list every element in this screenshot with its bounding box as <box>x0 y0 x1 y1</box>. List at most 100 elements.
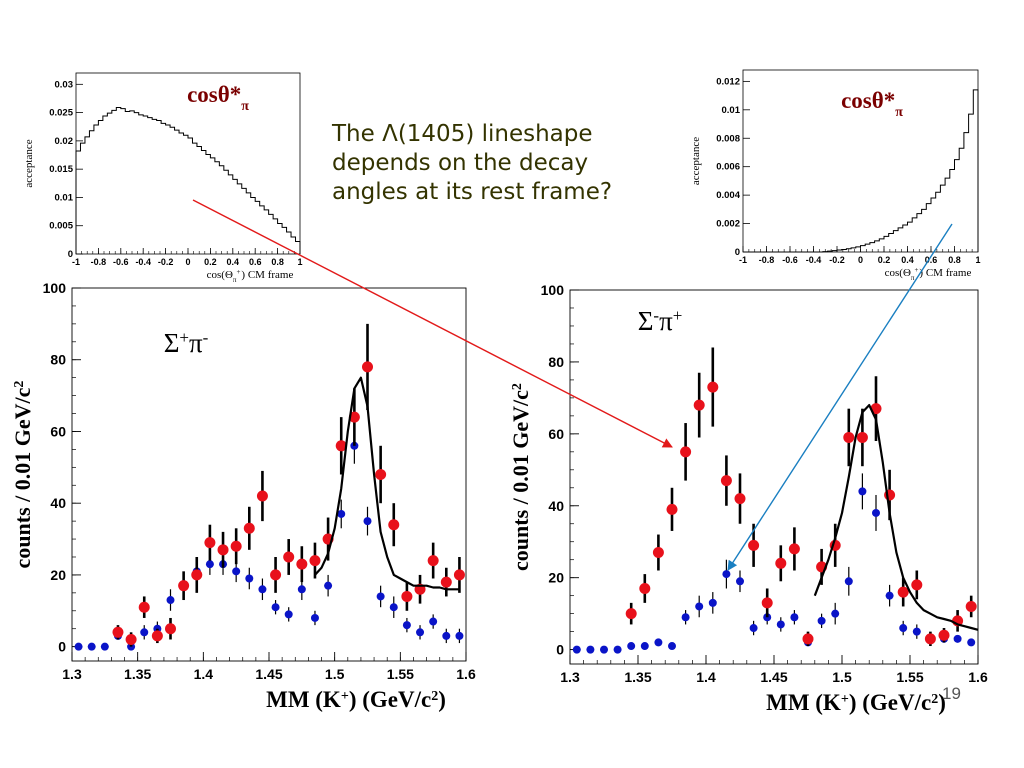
y-tick-label: 0 <box>68 249 73 260</box>
blue-data-point <box>708 598 717 607</box>
red-data-point <box>296 558 308 570</box>
red-data-point <box>256 490 268 502</box>
y-tick-label: 0.004 <box>716 190 740 201</box>
mass-chart-sigma-minus: 1.3 1.35 1.4 1.45 1.5 1.55 1.6 0 20 40 60 80 100 coun… <box>508 282 988 715</box>
y-tick-label: 80 <box>548 354 564 370</box>
red-data-point <box>165 623 176 635</box>
red-data-point <box>748 539 760 551</box>
x-tick-label: -0.8 <box>91 257 107 267</box>
x-tick-label: 1.4 <box>696 669 716 685</box>
y-axis-label: counts / 0.01 GeV/c2 <box>10 381 35 569</box>
red-data-point <box>440 576 452 588</box>
x-tick-label: 0.4 <box>901 255 914 265</box>
blue-data-point <box>586 645 595 654</box>
y-axis-label: acceptance <box>23 139 35 187</box>
blue-data-point <box>953 634 962 643</box>
blue-data-point <box>205 560 214 569</box>
red-data-point <box>843 431 855 443</box>
y-tick-label: 0.006 <box>716 162 740 173</box>
label-part: ) CM frame <box>919 267 971 279</box>
label-part: π <box>189 328 203 358</box>
y-tick-label: 0 <box>556 642 564 658</box>
y-tick-label: 0.002 <box>716 219 740 230</box>
blue-data-point <box>817 616 826 625</box>
blue-data-point <box>245 574 254 583</box>
red-data-point <box>680 446 692 458</box>
blue-data-point <box>790 613 799 622</box>
x-axis-label: MM (K+) (GeV/c2) <box>766 690 946 715</box>
x-tick-label: -1 <box>739 255 747 265</box>
x-axis-label: cos(Θπ+) CM frame <box>885 266 972 282</box>
chart-title: Σ+π- <box>164 328 209 359</box>
red-data-point <box>243 522 255 534</box>
red-data-point <box>734 493 746 505</box>
red-data-point <box>897 586 909 598</box>
y-tick-label: 80 <box>50 352 66 368</box>
blue-data-point <box>324 581 333 590</box>
blue-data-point <box>166 596 175 605</box>
red-data-point <box>217 544 229 556</box>
red-data-point <box>911 579 923 591</box>
red-data-point <box>151 630 163 642</box>
red-data-point <box>775 557 787 569</box>
blue-data-point <box>258 585 267 594</box>
red-data-point <box>707 381 719 393</box>
red-data-point <box>309 555 321 567</box>
blue-data-point <box>844 577 853 586</box>
blue-data-point <box>654 638 663 647</box>
label-part: cosθ* <box>841 88 895 113</box>
x-tick-label: -0.8 <box>759 255 775 265</box>
acceptance-chart-right: -1 -0.8 -0.6 -0.4 -0.2 0 0.2 0.4 0.6 0.8 1 0 0.002 0.… <box>690 69 981 282</box>
x-tick-label: -1 <box>72 257 80 267</box>
blue-data-point <box>967 638 976 647</box>
blue-data-point <box>389 603 398 612</box>
x-tick-label: 1 <box>297 257 302 267</box>
y-tick-label: 20 <box>548 570 564 586</box>
chart-title: cosθ*π <box>841 88 903 120</box>
x-tick-label: 0 <box>185 257 190 267</box>
red-data-point <box>283 551 295 563</box>
blue-data-point <box>74 642 83 651</box>
red-data-point <box>270 569 282 581</box>
label-part: + <box>179 328 189 347</box>
mass-chart-sigma-plus: 1.3 1.35 1.4 1.45 1.5 1.55 1.6 0 20 40 60 80 100 coun… <box>10 280 476 712</box>
blue-data-point <box>429 617 438 626</box>
blue-data-point <box>912 627 921 636</box>
label-part: π <box>911 274 915 282</box>
y-tick-label: 20 <box>50 567 66 583</box>
x-tick-label: -0.4 <box>135 257 151 267</box>
y-tick-label: 0.012 <box>716 76 740 87</box>
x-axis-label: cos(Θπ+) CM frame <box>207 268 294 284</box>
y-tick-label: 60 <box>548 426 564 442</box>
x-tick-label: 0 <box>858 255 863 265</box>
x-tick-label: -0.6 <box>782 255 798 265</box>
blue-data-point <box>416 628 425 637</box>
blue-data-point <box>627 642 636 651</box>
label-part: counts / 0.01 GeV/c <box>10 387 35 568</box>
red-arrow <box>192 199 673 448</box>
chart-title: cosθ*π <box>187 82 249 114</box>
question-note: The Λ(1405) lineshape depends on the dec… <box>332 120 672 207</box>
label-part: ) (GeV/c <box>849 690 931 715</box>
blue-data-point <box>899 624 908 633</box>
x-tick-label: 1.5 <box>832 669 852 685</box>
red-data-point <box>138 601 150 613</box>
red-data-point <box>639 582 651 594</box>
y-axis-label: counts / 0.01 GeV/c2 <box>508 383 533 571</box>
red-data-point <box>362 361 373 373</box>
x-tick-label: 1.4 <box>194 666 214 682</box>
x-tick-label: 0.4 <box>227 257 240 267</box>
blue-data-point <box>297 585 306 594</box>
blue-data-point <box>310 613 319 622</box>
label-part: + <box>341 689 349 704</box>
acceptance-histogram <box>75 107 301 254</box>
y-tick-label: 0 <box>58 639 66 655</box>
blue-data-point <box>140 628 149 637</box>
red-data-point <box>761 597 773 609</box>
x-tick-label: 1.35 <box>624 669 651 685</box>
red-data-point <box>856 431 868 443</box>
blue-data-point <box>722 570 731 579</box>
red-data-point <box>388 519 400 531</box>
x-tick-label: 1.3 <box>560 669 580 685</box>
blue-data-point <box>613 645 622 654</box>
